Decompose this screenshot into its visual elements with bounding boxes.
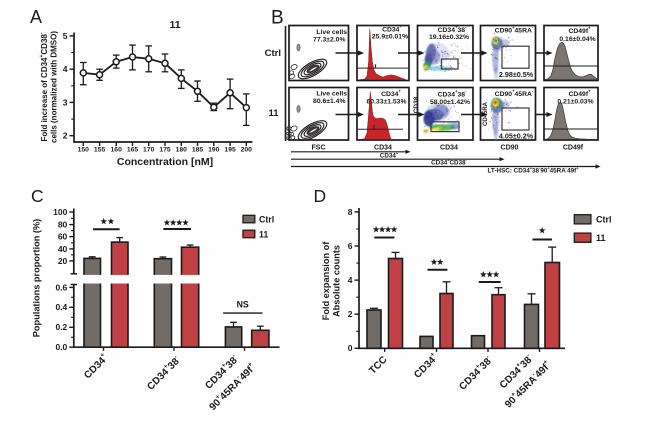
svg-text:CD34+: CD34+ xyxy=(380,150,399,159)
svg-text:175: 175 xyxy=(159,147,171,154)
svg-text:Populations proportion (%): Populations proportion (%) xyxy=(32,219,42,337)
svg-text:SSC: SSC xyxy=(287,126,294,140)
svg-text:155: 155 xyxy=(94,147,106,154)
svg-text:60.33±1.53%: 60.33±1.53% xyxy=(366,99,406,106)
svg-text:Live cells: Live cells xyxy=(316,29,347,36)
svg-text:LT-HSC: CD34+38-90+45RA-49f+: LT-HSC: CD34+38-90+45RA-49f+ xyxy=(488,166,580,175)
svg-text:40: 40 xyxy=(58,244,68,254)
svg-text:185: 185 xyxy=(192,147,204,154)
svg-text:11: 11 xyxy=(268,108,279,119)
svg-text:160: 160 xyxy=(111,147,123,154)
svg-text:77.3±2.0%: 77.3±2.0% xyxy=(313,37,345,44)
svg-text:C: C xyxy=(31,186,44,206)
svg-text:200: 200 xyxy=(241,147,253,154)
svg-text:2.98±0.5%: 2.98±0.5% xyxy=(499,70,534,79)
svg-text:195: 195 xyxy=(224,147,236,154)
svg-text:4: 4 xyxy=(63,64,68,74)
svg-text:11: 11 xyxy=(259,229,268,239)
svg-text:150: 150 xyxy=(78,147,90,154)
svg-text:4: 4 xyxy=(348,275,353,285)
svg-text:0: 0 xyxy=(348,343,353,353)
svg-text:NS: NS xyxy=(237,300,249,310)
svg-text:20: 20 xyxy=(58,256,68,266)
svg-text:11: 11 xyxy=(596,233,606,243)
svg-text:Fold expansion of: Fold expansion of xyxy=(321,241,331,321)
svg-text:60: 60 xyxy=(58,232,68,242)
svg-text:Ctrl: Ctrl xyxy=(265,48,281,59)
svg-text:80.6±1.4%: 80.6±1.4% xyxy=(313,98,345,105)
svg-text:80: 80 xyxy=(58,220,68,230)
svg-text:8: 8 xyxy=(348,207,353,217)
svg-text:25.9±0.01%: 25.9±0.01% xyxy=(372,34,408,41)
svg-text:CD90+45RA-: CD90+45RA- xyxy=(495,89,534,98)
svg-text:CD38: CD38 xyxy=(413,96,420,113)
svg-text:0.0: 0.0 xyxy=(55,342,67,352)
svg-text:CD34+: CD34+ xyxy=(382,24,402,33)
svg-text:CD34: CD34 xyxy=(440,144,458,151)
svg-text:CD49f+: CD49f+ xyxy=(568,26,591,35)
svg-text:180: 180 xyxy=(176,147,188,154)
svg-text:19.16±0.32%: 19.16±0.32% xyxy=(429,34,469,41)
svg-text:CD34: CD34 xyxy=(374,144,392,151)
svg-text:CD90: CD90 xyxy=(501,144,519,151)
svg-text:Ctrl: Ctrl xyxy=(596,215,612,225)
svg-text:170: 170 xyxy=(143,147,155,154)
svg-text:6: 6 xyxy=(348,241,353,251)
svg-text:165: 165 xyxy=(127,147,139,154)
svg-text:4.05±0.2%: 4.05±0.2% xyxy=(499,131,534,140)
svg-text:11: 11 xyxy=(169,19,180,31)
svg-text:Concentration [nM]: Concentration [nM] xyxy=(117,156,213,168)
svg-text:100: 100 xyxy=(53,207,67,217)
svg-text:Absolute counts: Absolute counts xyxy=(332,245,342,317)
svg-text:190: 190 xyxy=(208,147,220,154)
svg-text:CD90+45RA-: CD90+45RA- xyxy=(495,25,534,34)
svg-text:0.21±0.03%: 0.21±0.03% xyxy=(557,99,593,106)
svg-text:CD34+38-: CD34+38- xyxy=(438,25,467,34)
svg-text:CD34+38-: CD34+38- xyxy=(438,89,467,98)
svg-text:cells (normalized with DMSO): cells (normalized with DMSO) xyxy=(50,31,59,143)
svg-text:CD34+: CD34+ xyxy=(381,89,401,98)
svg-text:B: B xyxy=(271,8,284,29)
svg-text:CD34+CD38-: CD34+CD38- xyxy=(431,158,468,167)
svg-text:58.00±1.42%: 58.00±1.42% xyxy=(430,99,470,106)
svg-text:Fold increase of CD34+CD38-: Fold increase of CD34+CD38- xyxy=(39,32,49,141)
svg-text:Ctrl: Ctrl xyxy=(259,214,274,224)
svg-text:5: 5 xyxy=(63,31,68,41)
svg-text:A: A xyxy=(30,7,42,27)
svg-text:CD49f+: CD49f+ xyxy=(568,89,591,98)
svg-text:0.4: 0.4 xyxy=(55,302,67,312)
svg-text:D: D xyxy=(314,186,327,206)
svg-text:0.6: 0.6 xyxy=(55,282,67,292)
svg-text:0.16±0.04%: 0.16±0.04% xyxy=(559,36,595,43)
svg-text:0.2: 0.2 xyxy=(55,322,67,332)
svg-text:CD45RA: CD45RA xyxy=(483,101,489,126)
svg-text:Live cells: Live cells xyxy=(316,91,347,98)
svg-text:2: 2 xyxy=(63,131,68,141)
svg-text:FSC: FSC xyxy=(312,144,326,151)
svg-text:3: 3 xyxy=(63,97,68,107)
svg-text:CD49f: CD49f xyxy=(563,144,584,151)
svg-text:2: 2 xyxy=(348,309,353,319)
